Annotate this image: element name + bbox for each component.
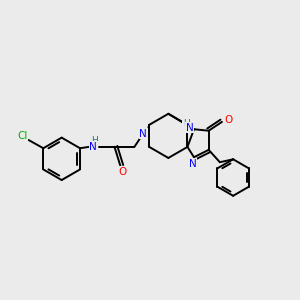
Text: Cl: Cl <box>17 131 27 142</box>
Text: H: H <box>183 119 189 128</box>
Text: O: O <box>224 115 232 124</box>
Text: N: N <box>89 142 97 152</box>
Text: N: N <box>140 128 147 139</box>
Text: N: N <box>189 159 196 169</box>
Text: O: O <box>118 167 126 177</box>
Text: H: H <box>91 136 98 145</box>
Text: N: N <box>186 123 194 133</box>
